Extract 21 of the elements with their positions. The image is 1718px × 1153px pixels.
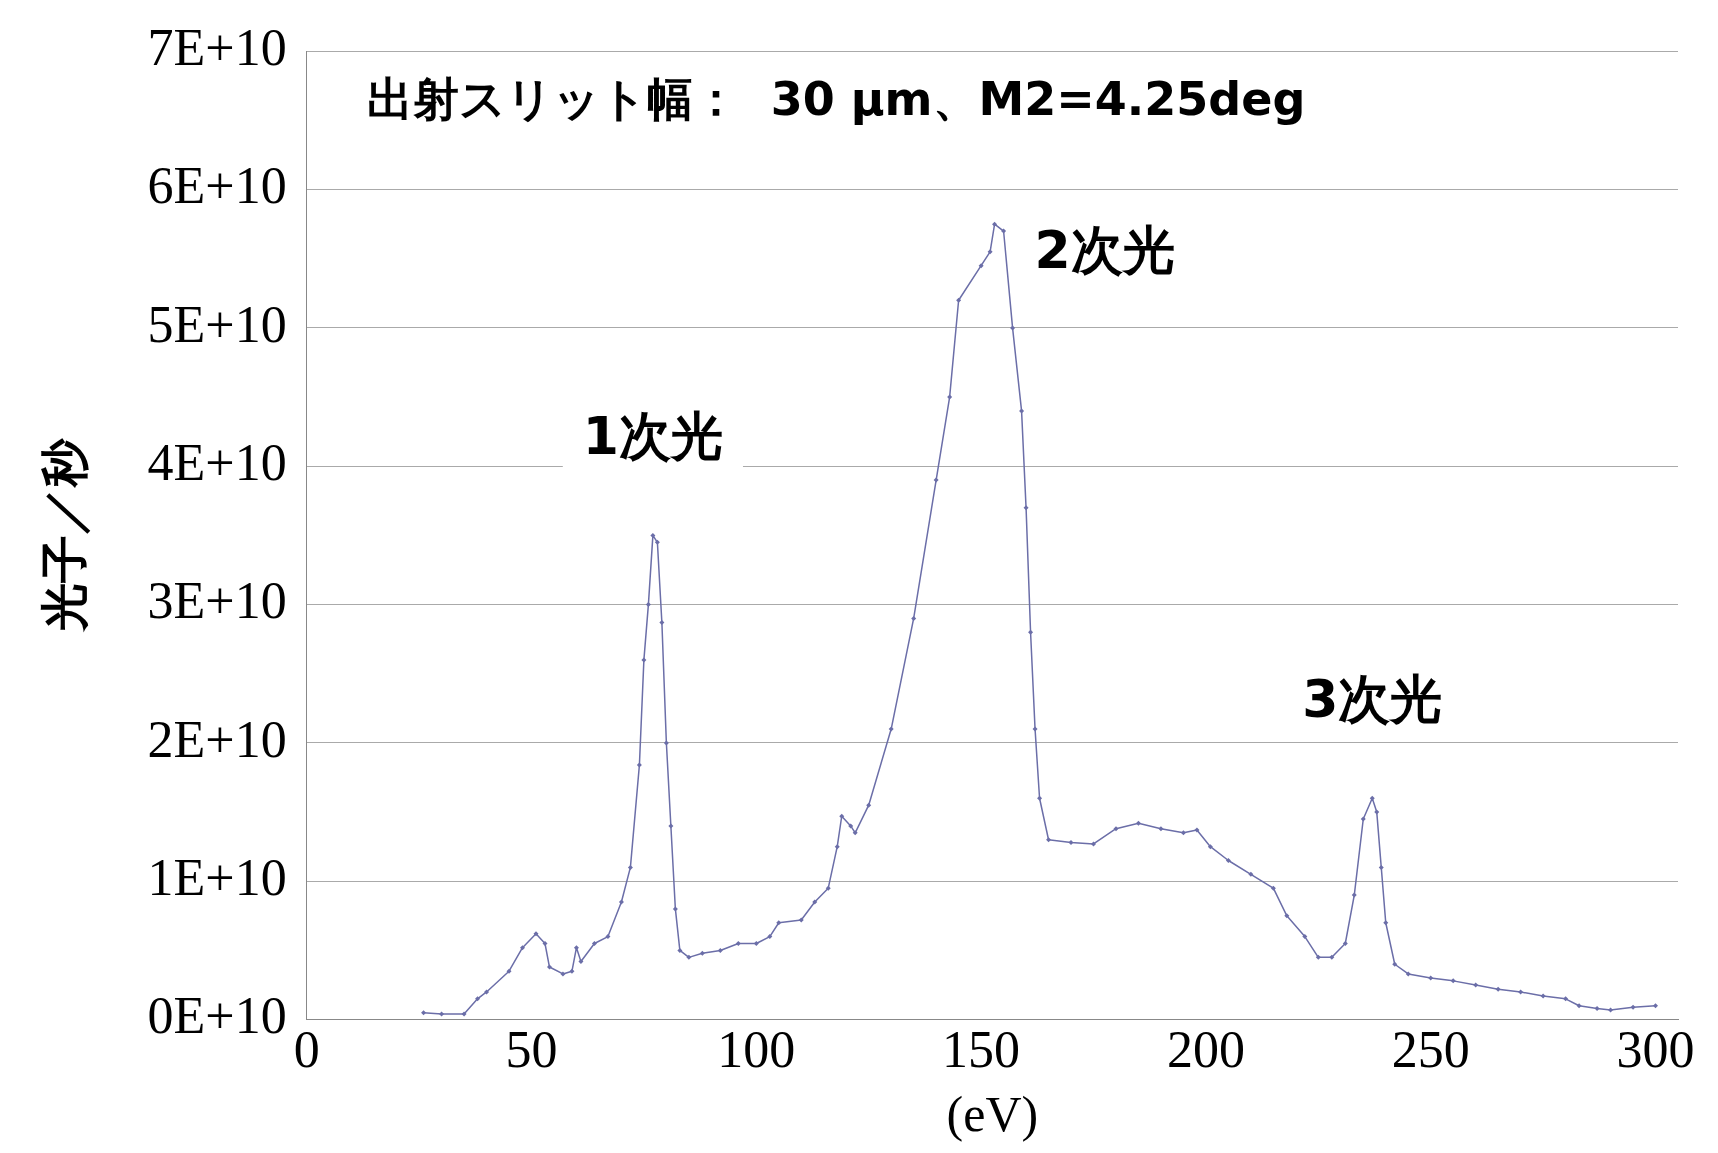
x-axis-title: (eV) bbox=[946, 1086, 1039, 1143]
y-tick-label: 7E+10 bbox=[147, 18, 287, 76]
x-tick-label: 150 bbox=[942, 1021, 1021, 1079]
x-tick-label: 300 bbox=[1616, 1021, 1695, 1079]
y-axis-title: 光子／秒 bbox=[36, 438, 93, 634]
x-tick-label: 0 bbox=[293, 1021, 320, 1079]
y-tick-label: 5E+10 bbox=[147, 295, 287, 353]
annotation: 2次光 bbox=[1034, 219, 1175, 280]
annotation: 出射スリット幅： 30 μm、M2=4.25deg bbox=[366, 72, 1306, 127]
x-tick-label: 100 bbox=[717, 1021, 796, 1079]
x-tick-label: 200 bbox=[1166, 1021, 1245, 1079]
y-tick-label: 2E+10 bbox=[147, 710, 287, 768]
y-tick-label: 4E+10 bbox=[147, 433, 287, 491]
y-tick-label: 0E+10 bbox=[147, 987, 287, 1045]
x-tick-label: 50 bbox=[505, 1021, 558, 1079]
x-tick-label: 250 bbox=[1391, 1021, 1470, 1079]
y-tick-label: 3E+10 bbox=[147, 572, 287, 630]
y-tick-label: 6E+10 bbox=[147, 157, 287, 215]
annotation: 3次光 bbox=[1302, 668, 1443, 729]
annotation: 1次光 bbox=[582, 405, 723, 466]
y-tick-label: 1E+10 bbox=[147, 848, 287, 906]
